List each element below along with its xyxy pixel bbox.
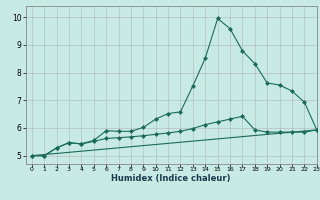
X-axis label: Humidex (Indice chaleur): Humidex (Indice chaleur) xyxy=(111,174,231,183)
